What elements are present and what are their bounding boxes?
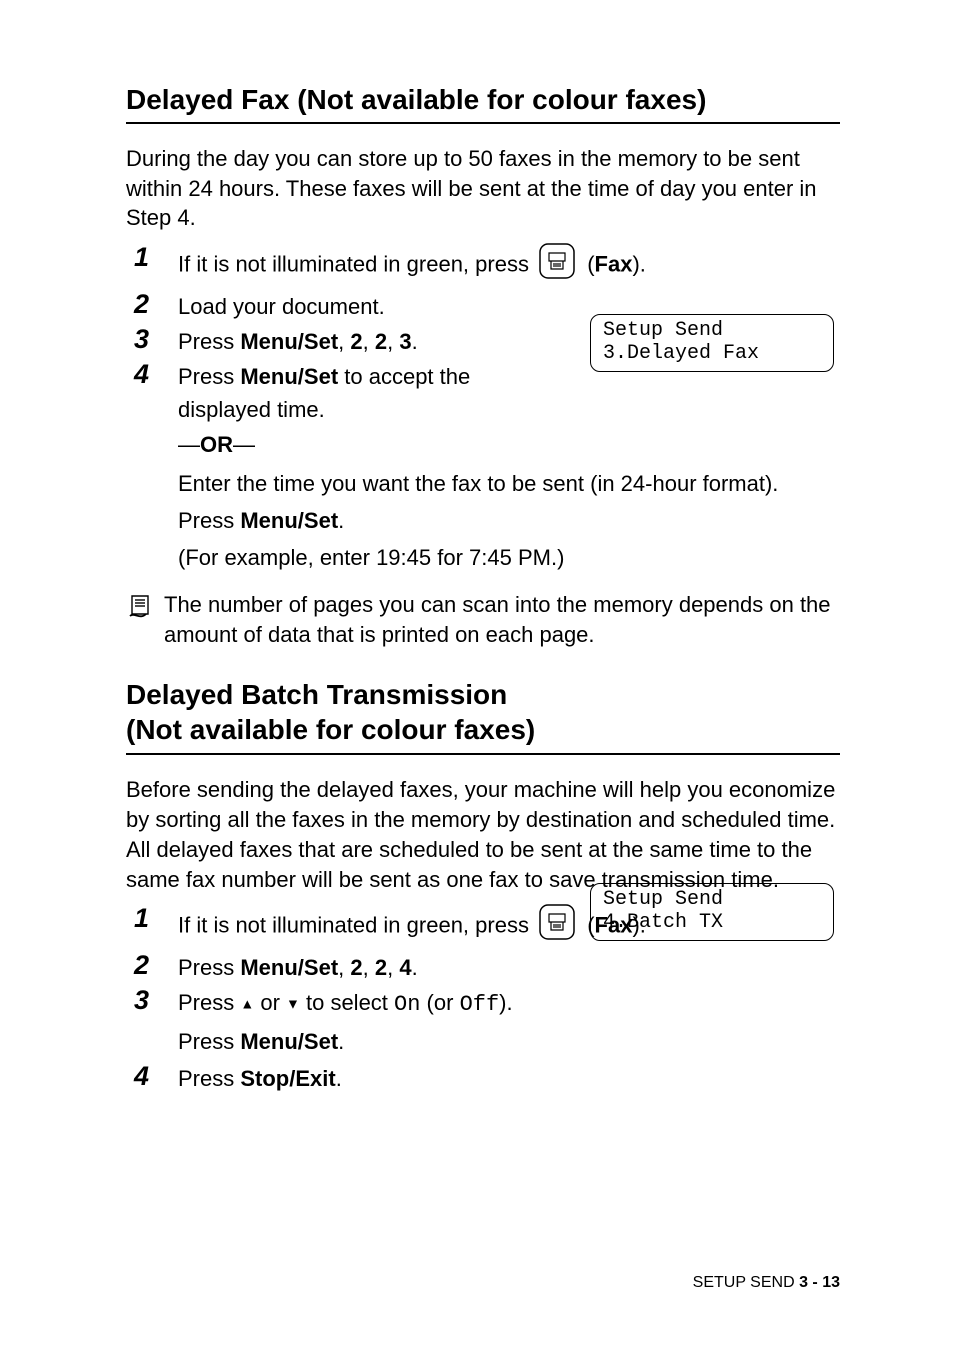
footer-label: SETUP SEND [693,1274,795,1291]
comma: , [363,955,375,980]
post1: to select [300,990,394,1015]
step-text-pre: Press [178,329,240,354]
key: 2 [350,955,362,980]
menu-set: Menu/Set [240,364,338,389]
comma: , [363,329,375,354]
lcd-display-1: Setup Send 3.Delayed Fax [590,314,834,372]
key: 4 [399,955,411,980]
key: 2 [350,329,362,354]
title-line2: (Not available for colour faxes) [126,714,535,745]
comma: , [387,955,399,980]
post: . [338,508,344,533]
step-text-pre: Press [178,955,240,980]
step-number: 4 [134,354,149,395]
lcd-line: 4.Batch TX [603,911,723,934]
post: . [338,1029,344,1054]
period: . [412,329,418,354]
section1-title: Delayed Fax (Not available for colour fa… [126,84,840,124]
post: . [336,1066,342,1091]
step-number: 3 [134,980,149,1021]
comma: , [338,329,350,354]
step-number: 4 [134,1056,149,1097]
menu-set: Menu/Set [240,955,338,980]
key: 3 [399,329,411,354]
menu-set: Menu/Set [240,329,338,354]
section1-intro: During the day you can store up to 50 fa… [126,144,840,233]
step-text-post-close: ). [632,251,645,276]
step-number: 1 [134,237,149,278]
note-row: The number of pages you can scan into th… [126,590,840,649]
note-text: The number of pages you can scan into th… [164,590,840,649]
step-4: 4 Press Menu/Set to accept the displayed… [128,360,840,574]
lcd-line: 3.Delayed Fax [603,342,759,365]
note-icon [126,592,156,627]
key: 2 [375,955,387,980]
stop-exit: Stop/Exit [240,1066,335,1091]
step4-line3: Press Menu/Set. [178,504,840,537]
pre: Press [178,1029,240,1054]
down-arrow-icon: ▼ [286,996,300,1012]
key: 2 [375,329,387,354]
pre: Press [178,1066,240,1091]
menu-set: Menu/Set [240,1029,338,1054]
step-3: 3 Press ▲ or ▼ to select On (or Off). Pr… [128,986,840,1058]
fax-label: Fax [595,251,633,276]
section2-title: Delayed Batch Transmission (Not availabl… [126,677,840,755]
step4-line1: Press Menu/Set to accept the displayed t… [178,360,528,426]
lcd-line: Setup Send [603,888,723,911]
step-text-pre: If it is not illuminated in green, press [178,251,535,276]
or-line: —OR— [178,428,840,461]
pre: Press [178,508,240,533]
step-4: 4 Press Stop/Exit. [128,1062,840,1095]
step-2: 2 Press Menu/Set, 2, 2, 4. [128,951,840,984]
lcd-display-2: Setup Send 4.Batch TX [590,883,834,941]
section2-intro: Before sending the delayed faxes, your m… [126,775,840,894]
or: OR [200,432,233,457]
dash: — [233,432,255,457]
post3: ). [499,990,512,1015]
fax-icon [539,243,575,288]
lcd-line: Setup Send [603,319,723,342]
comma: , [387,329,399,354]
post2: (or [420,990,459,1015]
step-text-pre: If it is not illuminated in green, press [178,913,535,938]
page-footer: SETUP SEND 3 - 13 [693,1274,840,1292]
step-number: 1 [134,898,149,939]
period: . [412,955,418,980]
step3-line2: Press Menu/Set. [178,1025,840,1058]
up-arrow-icon: ▲ [240,996,254,1012]
step-text-post-open: ( [587,251,594,276]
step4-line2: Enter the time you want the fax to be se… [178,467,840,500]
menu-set: Menu/Set [240,508,338,533]
comma: , [338,955,350,980]
step-1: 1 If it is not illuminated in green, pre… [128,243,840,288]
footer-page: 3 - 13 [799,1274,840,1291]
step4-line4: (For example, enter 19:45 for 7:45 PM.) [178,541,840,574]
section1-steps: 1 If it is not illuminated in green, pre… [128,243,840,574]
pre: Press [178,990,240,1015]
off-option: Off [460,992,500,1017]
title-line1: Delayed Batch Transmission [126,679,507,710]
pre: Press [178,364,240,389]
on-option: On [394,992,420,1017]
fax-icon [539,904,575,949]
mid: or [254,990,286,1015]
step-text: Load your document. [178,294,385,319]
dash: — [178,432,200,457]
